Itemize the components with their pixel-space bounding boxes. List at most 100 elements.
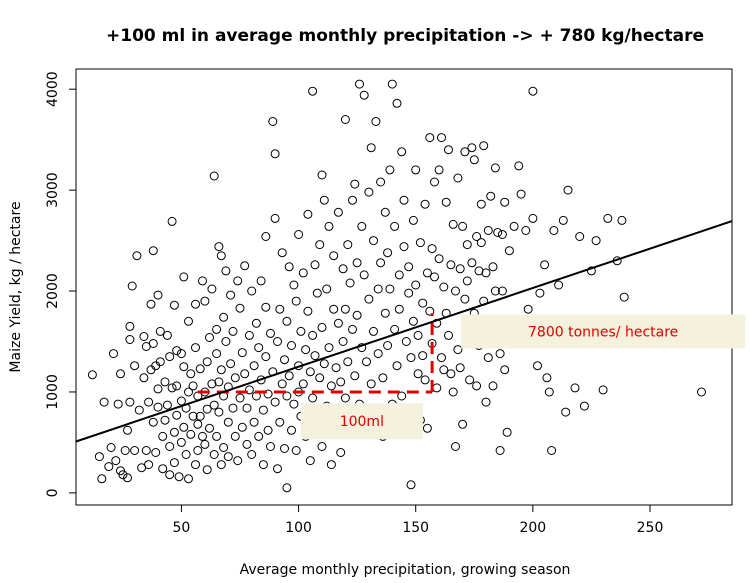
data-point (570, 383, 580, 393)
data-point (209, 450, 219, 459)
data-point (235, 303, 245, 313)
data-point (399, 195, 409, 205)
data-point (254, 343, 264, 353)
data-point (479, 141, 489, 151)
data-point (249, 417, 259, 427)
data-point (542, 373, 552, 383)
data-point (176, 396, 186, 406)
data-point (345, 278, 355, 288)
data-point (237, 422, 247, 432)
data-point (404, 288, 414, 298)
data-point (333, 318, 343, 328)
data-point (617, 215, 627, 225)
annotation-label-precip: 100ml (340, 414, 384, 430)
y-axis: 0 1000 2000 3000 4000 (45, 71, 77, 497)
data-point (198, 431, 207, 441)
data-point (401, 337, 411, 346)
data-point (176, 349, 186, 359)
data-point (144, 397, 154, 407)
x-tick-label: 150 (402, 520, 429, 536)
data-point (207, 284, 217, 294)
data-point (378, 373, 388, 383)
data-point (441, 197, 451, 207)
data-point (425, 133, 435, 143)
data-point (132, 251, 142, 261)
data-point (261, 232, 271, 241)
data-point (392, 98, 402, 108)
data-point (148, 417, 158, 427)
data-point (155, 357, 165, 367)
data-point (202, 465, 212, 475)
data-point (298, 379, 308, 389)
data-point (460, 294, 470, 304)
data-point (369, 236, 378, 246)
data-point (277, 248, 287, 258)
data-point (359, 270, 369, 280)
data-point (331, 363, 341, 373)
data-point (228, 403, 238, 413)
data-point (430, 272, 439, 282)
data-point (195, 364, 205, 374)
data-point (319, 195, 329, 205)
data-point (193, 446, 203, 455)
data-point (697, 387, 706, 397)
data-point (434, 165, 444, 175)
data-point (437, 133, 446, 143)
data-point (179, 362, 189, 372)
data-point (385, 165, 395, 175)
data-point (266, 442, 275, 451)
x-tick-label: 100 (285, 520, 312, 536)
data-point (172, 410, 182, 420)
data-point (533, 361, 542, 371)
data-point (280, 355, 289, 365)
data-point (472, 381, 482, 391)
data-point (282, 391, 292, 401)
data-point (444, 145, 453, 155)
data-point (233, 456, 243, 466)
data-point (123, 473, 132, 483)
y-tick-label: 3000 (45, 172, 61, 208)
data-point (319, 359, 329, 369)
data-point (87, 370, 97, 380)
data-point (134, 405, 144, 415)
data-point (422, 423, 432, 433)
data-point (315, 240, 325, 250)
data-point (266, 328, 275, 338)
data-point (497, 230, 507, 239)
data-point (184, 474, 193, 484)
data-point (237, 348, 247, 358)
data-point (348, 195, 357, 205)
data-point (219, 443, 229, 452)
data-point (244, 385, 254, 395)
data-point (385, 284, 395, 294)
data-point (176, 437, 186, 447)
data-point (514, 161, 524, 171)
data-point (383, 341, 393, 350)
data-point (202, 404, 212, 414)
data-point (130, 361, 140, 371)
data-point (497, 286, 507, 296)
data-point (123, 425, 132, 435)
data-point (387, 79, 397, 89)
data-point (221, 266, 231, 276)
data-point (308, 330, 318, 340)
data-point (317, 322, 327, 332)
data-point (399, 242, 409, 252)
y-axis-label: Maize Yield, kg / hectare (8, 201, 24, 372)
data-point (120, 446, 130, 455)
data-point (455, 264, 465, 274)
data-point (413, 330, 423, 340)
data-point (212, 431, 222, 441)
data-point (181, 450, 191, 459)
data-point (476, 238, 486, 248)
data-point (343, 357, 353, 367)
data-point (603, 213, 613, 223)
data-point (486, 191, 496, 201)
data-point (198, 276, 207, 286)
data-point (258, 460, 268, 470)
data-point (205, 423, 214, 433)
data-point (94, 452, 104, 462)
data-point (394, 304, 404, 314)
data-point (369, 326, 378, 336)
data-point (509, 221, 519, 231)
